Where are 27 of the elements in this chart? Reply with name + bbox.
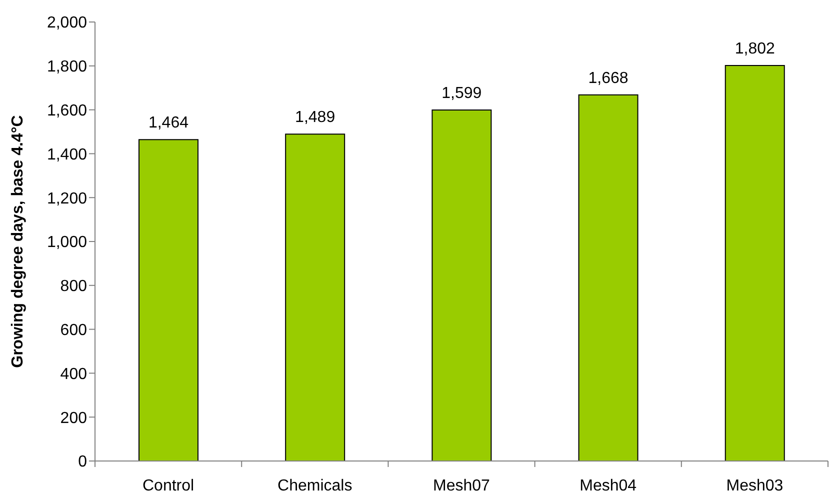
bar bbox=[432, 110, 492, 461]
data-label: 1,599 bbox=[442, 85, 482, 102]
x-tick-label: Control bbox=[142, 477, 194, 494]
y-tick-label: 1,000 bbox=[46, 234, 88, 252]
y-tick-label: 600 bbox=[60, 322, 88, 339]
y-tick-label: 0 bbox=[78, 454, 88, 471]
bar bbox=[724, 64, 785, 461]
y-tick-label: 800 bbox=[60, 278, 88, 296]
x-tick-label: Mesh04 bbox=[580, 477, 637, 494]
y-tick-label: 400 bbox=[60, 366, 88, 383]
bar bbox=[578, 94, 638, 461]
y-tick-label: 200 bbox=[60, 410, 88, 427]
y-tick-label: 2,000 bbox=[46, 14, 88, 32]
data-label: 1,489 bbox=[295, 109, 336, 126]
x-tick-label: Mesh03 bbox=[726, 477, 784, 494]
x-tick-label: Chemicals bbox=[278, 477, 352, 494]
y-tick-label: 1,600 bbox=[46, 102, 88, 120]
y-axis-title: Growing degree days, base 4.4°C bbox=[10, 114, 27, 368]
y-tick-label: 1,200 bbox=[46, 190, 88, 208]
bar bbox=[285, 134, 346, 461]
y-tick-label: 1,800 bbox=[46, 58, 88, 76]
data-label: 1,464 bbox=[148, 114, 189, 132]
data-label: 1,668 bbox=[588, 70, 628, 87]
y-tick-label: 1,400 bbox=[46, 146, 88, 164]
bar bbox=[138, 139, 198, 461]
x-tick-label: Mesh07 bbox=[433, 477, 490, 494]
data-label: 1,802 bbox=[734, 40, 775, 58]
